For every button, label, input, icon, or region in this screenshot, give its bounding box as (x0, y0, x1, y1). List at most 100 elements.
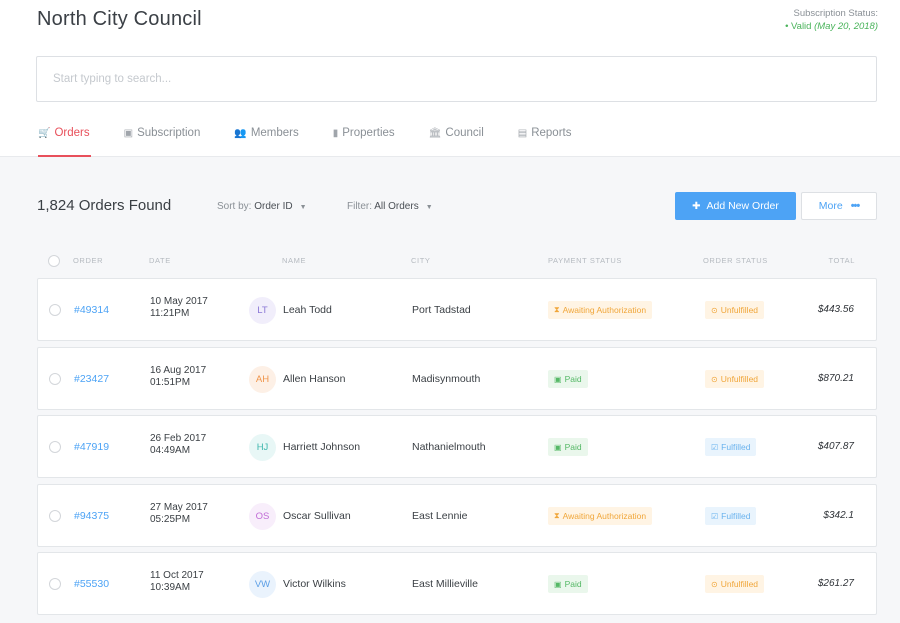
sort-value: Order ID (254, 201, 293, 212)
hourglass-icon: ⧗ (554, 511, 560, 520)
order-status-badge: ☑ Fulfilled (705, 438, 757, 456)
order-id-link[interactable]: #55530 (74, 578, 110, 590)
order-date-day: 27 May 2017 (150, 502, 208, 513)
clock-icon: ⊙ (711, 374, 718, 384)
customer-city: Nathanielmouth (412, 441, 486, 453)
order-total: $407.87 (817, 441, 854, 452)
building-icon: ▮ (332, 127, 339, 139)
subscription-status: Subscription Status: • Valid (May 20, 20… (785, 7, 878, 33)
order-id-link[interactable]: #23427 (74, 373, 110, 385)
order-date-day: 11 Oct 2017 (150, 570, 204, 581)
tab-label: Reports (531, 127, 572, 139)
box-icon: ▣ (123, 127, 134, 139)
page-title: North City Council (37, 8, 202, 30)
payment-status-text: Paid (564, 579, 582, 589)
order-date-day: 10 May 2017 (150, 296, 208, 307)
clock-icon: ⊙ (711, 305, 718, 315)
order-date-time: 04:49AM (150, 445, 191, 456)
tab-label: Members (250, 127, 299, 139)
caret-down-icon: ▼ (299, 204, 307, 211)
payment-status-text: Paid (564, 374, 582, 384)
customer-name: Victor Wilkins (283, 578, 346, 590)
order-date: 10 May 2017 11:21PM (150, 296, 208, 320)
customer-name: Oscar Sullivan (283, 510, 351, 522)
row-select-radio[interactable] (49, 373, 61, 385)
payment-status-text: Awaiting Authorization (562, 305, 647, 315)
customer-name: Leah Todd (283, 304, 332, 316)
tab-properties[interactable]: ▮ Properties (333, 124, 395, 142)
order-date-time: 10:39AM (150, 582, 191, 593)
search-input[interactable] (36, 56, 877, 102)
payment-status-badge: ⧗ Awaiting Authorization (548, 507, 653, 525)
money-icon: ▣ (554, 374, 562, 384)
filter-dropdown[interactable]: Filter: All Orders ▼ (347, 201, 433, 212)
tab-label: Subscription (137, 127, 201, 139)
people-icon: 👥 (234, 127, 247, 139)
tab-label: Orders (54, 127, 90, 139)
clock-icon: ⊙ (711, 579, 718, 589)
avatar: VW (249, 571, 276, 598)
order-id-link[interactable]: #49314 (74, 304, 110, 316)
table-row[interactable]: #55530 11 Oct 2017 10:39AM VW Victor Wilkins… (37, 552, 877, 615)
payment-status-text: Paid (564, 442, 582, 452)
orders-toolbar: 1,824 Orders Found Sort by: Order ID ▼ Fi… (37, 192, 877, 220)
sort-label: Sort by: (217, 201, 252, 212)
tab-label: Council (445, 127, 484, 139)
avatar: LT (249, 297, 276, 324)
header-panel: North City Council Subscription Status: … (0, 0, 900, 157)
table-row[interactable]: #47919 26 Feb 2017 04:49AM HJ Harriett Johns… (37, 415, 877, 478)
order-date-time: 11:21PM (150, 308, 190, 319)
order-status-badge: ⊙ Unfulfilled (705, 575, 765, 593)
customer-name: Allen Hanson (283, 373, 346, 385)
order-status-text: Unfulfilled (720, 374, 759, 384)
table-row[interactable]: #94375 27 May 2017 05:25PM OS Oscar Sullivan… (37, 484, 877, 547)
order-date-day: 26 Feb 2017 (150, 433, 207, 444)
add-new-order-button[interactable]: ✚ Add New Order (675, 192, 796, 220)
customer-name: Harriett Johnson (283, 441, 361, 453)
order-date: 11 Oct 2017 10:39AM (150, 570, 204, 594)
add-cart-icon: ✚ (692, 200, 701, 212)
hourglass-icon: ⧗ (554, 305, 560, 314)
order-status-badge: ⊙ Unfulfilled (705, 370, 765, 388)
sort-dropdown[interactable]: Sort by: Order ID ▼ (217, 201, 307, 212)
payment-status-badge: ▣ Paid (548, 370, 588, 388)
order-id-link[interactable]: #94375 (74, 510, 110, 522)
subscription-status-label: Subscription Status: (793, 8, 879, 19)
order-date: 16 Aug 2017 01:51PM (150, 365, 206, 389)
tab-members[interactable]: 👥 Members (234, 124, 298, 142)
customer-city: Madisynmouth (412, 373, 481, 385)
customer-city: East Lennie (412, 510, 468, 522)
row-select-radio[interactable] (49, 304, 61, 316)
customer-city: Port Tadstad (412, 304, 471, 316)
tab-orders[interactable]: 🛒 Orders (38, 124, 90, 142)
payment-status-text: Awaiting Authorization (562, 511, 647, 521)
table-row[interactable]: #23427 16 Aug 2017 01:51PM AH Allen Hanson Ma… (37, 347, 877, 410)
order-status-badge: ⊙ Unfulfilled (705, 301, 765, 319)
table-header: Order Date Name City Payment Status Orde… (37, 253, 877, 269)
order-date-time: 05:25PM (150, 514, 191, 525)
tab-bar: 🛒 Orders ▣ Subscription 👥 Members ▮ Properti… (38, 124, 605, 142)
row-select-radio[interactable] (49, 510, 61, 522)
row-select-radio[interactable] (49, 441, 61, 453)
order-id-link[interactable]: #47919 (74, 441, 110, 453)
payment-status-badge: ▣ Paid (548, 438, 588, 456)
tab-subscription[interactable]: ▣ Subscription (124, 124, 201, 142)
table-row[interactable]: #49314 10 May 2017 11:21PM LT Leah Todd Port … (37, 278, 877, 341)
orders-count: 1,824 Orders Found (37, 197, 172, 214)
caret-down-icon: ▼ (425, 204, 433, 211)
filter-value: All Orders (374, 201, 419, 212)
payment-status-badge: ⧗ Awaiting Authorization (548, 301, 653, 319)
avatar: HJ (249, 434, 276, 461)
order-status-text: Fulfilled (721, 442, 751, 452)
column-header-payment-status: Payment Status (548, 256, 622, 265)
column-header-total: Total (828, 256, 855, 265)
tab-council[interactable]: 🏛 Council (429, 124, 484, 142)
order-status-badge: ☑ Fulfilled (705, 507, 757, 525)
tab-reports[interactable]: ▤ Reports (518, 124, 572, 142)
row-select-radio[interactable] (49, 578, 61, 590)
money-icon: ▣ (554, 442, 562, 452)
tab-label: Properties (342, 127, 395, 139)
order-total: $261.27 (817, 578, 854, 589)
select-all-radio[interactable] (48, 255, 60, 267)
more-button[interactable]: More ••• (801, 192, 877, 220)
